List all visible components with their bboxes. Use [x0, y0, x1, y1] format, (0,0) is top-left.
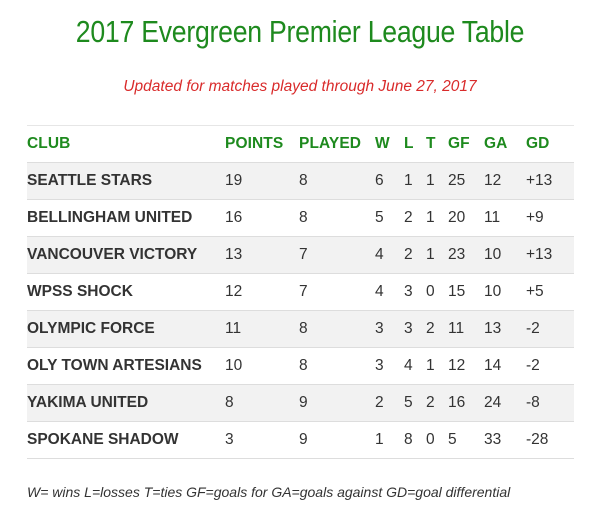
column-header-goals-for: GF	[448, 125, 484, 163]
ties-cell: 1	[426, 199, 448, 237]
goals-for-cell: 23	[448, 236, 484, 274]
points-cell: 13	[225, 236, 299, 274]
column-header-points: POINTS	[225, 125, 299, 163]
club-name: BELLINGHAM UNITED	[27, 199, 225, 237]
ties-cell: 0	[426, 273, 448, 311]
wins-cell: 6	[375, 162, 404, 200]
points-cell: 8	[225, 384, 299, 422]
losses-cell: 2	[404, 199, 426, 237]
club-name: OLY TOWN ARTESIANS	[27, 347, 225, 385]
wins-cell: 3	[375, 310, 404, 348]
wins-cell: 4	[375, 273, 404, 311]
wins-cell: 1	[375, 421, 404, 459]
ties-cell: 2	[426, 384, 448, 422]
club-name: WPSS SHOCK	[27, 273, 225, 311]
losses-cell: 8	[404, 421, 426, 459]
played-cell: 9	[299, 421, 375, 459]
losses-cell: 3	[404, 273, 426, 311]
points-cell: 10	[225, 347, 299, 385]
ties-cell: 2	[426, 310, 448, 348]
goals-for-cell: 5	[448, 421, 484, 459]
losses-cell: 1	[404, 162, 426, 200]
wins-cell: 3	[375, 347, 404, 385]
goal-difference-cell: +9	[526, 199, 574, 237]
points-cell: 19	[225, 162, 299, 200]
column-header-played: PLAYED	[299, 125, 375, 163]
played-cell: 9	[299, 384, 375, 422]
goal-difference-cell: -2	[526, 310, 574, 348]
played-cell: 8	[299, 162, 375, 200]
played-cell: 8	[299, 199, 375, 237]
column-header-club: CLUB	[27, 125, 225, 163]
table-header-row: CLUB POINTS PLAYED W L T GF GA GD	[27, 125, 574, 163]
goals-against-cell: 11	[484, 199, 526, 237]
wins-cell: 2	[375, 384, 404, 422]
column-header-wins: W	[375, 125, 404, 163]
club-name: OLYMPIC FORCE	[27, 310, 225, 348]
goals-against-cell: 33	[484, 421, 526, 459]
goal-difference-cell: +13	[526, 236, 574, 274]
column-header-goal-difference: GD	[526, 125, 574, 163]
goals-for-cell: 12	[448, 347, 484, 385]
goals-for-cell: 20	[448, 199, 484, 237]
goals-against-cell: 14	[484, 347, 526, 385]
points-cell: 11	[225, 310, 299, 348]
column-header-goals-against: GA	[484, 125, 526, 163]
page-subtitle: Updated for matches played through June …	[123, 78, 477, 95]
losses-cell: 5	[404, 384, 426, 422]
goal-difference-cell: -8	[526, 384, 574, 422]
goal-difference-cell: -28	[526, 421, 574, 459]
abbreviation-legend: W= wins L=losses T=ties GF=goals for GA=…	[27, 484, 511, 500]
table-row: OLY TOWN ARTESIANS 10 8 3 4 1 12 14 -2	[27, 347, 574, 385]
goals-against-cell: 10	[484, 273, 526, 311]
table-row: SEATTLE STARS 19 8 6 1 1 25 12 +13	[27, 162, 574, 200]
table-row: SPOKANE SHADOW 3 9 1 8 0 5 33 -28	[27, 421, 574, 459]
goal-difference-cell: +13	[526, 162, 574, 200]
league-table: CLUB POINTS PLAYED W L T GF GA GD SEATTL…	[27, 125, 574, 459]
played-cell: 8	[299, 347, 375, 385]
table-body: SEATTLE STARS 19 8 6 1 1 25 12 +13 BELLI…	[27, 162, 574, 459]
ties-cell: 1	[426, 236, 448, 274]
goals-for-cell: 15	[448, 273, 484, 311]
ties-cell: 1	[426, 162, 448, 200]
played-cell: 7	[299, 273, 375, 311]
goals-for-cell: 25	[448, 162, 484, 200]
goals-against-cell: 24	[484, 384, 526, 422]
goal-difference-cell: +5	[526, 273, 574, 311]
goals-for-cell: 11	[448, 310, 484, 348]
club-name: YAKIMA UNITED	[27, 384, 225, 422]
club-name: SPOKANE SHADOW	[27, 421, 225, 459]
points-cell: 12	[225, 273, 299, 311]
losses-cell: 4	[404, 347, 426, 385]
wins-cell: 4	[375, 236, 404, 274]
wins-cell: 5	[375, 199, 404, 237]
page-title: 2017 Evergreen Premier League Table	[75, 14, 525, 49]
table-row: YAKIMA UNITED 8 9 2 5 2 16 24 -8	[27, 384, 574, 422]
goals-for-cell: 16	[448, 384, 484, 422]
table-row: BELLINGHAM UNITED 16 8 5 2 1 20 11 +9	[27, 199, 574, 237]
column-header-ties: T	[426, 125, 448, 163]
column-header-losses: L	[404, 125, 426, 163]
ties-cell: 0	[426, 421, 448, 459]
table-row: OLYMPIC FORCE 11 8 3 3 2 11 13 -2	[27, 310, 574, 348]
table-row: VANCOUVER VICTORY 13 7 4 2 1 23 10 +13	[27, 236, 574, 274]
points-cell: 16	[225, 199, 299, 237]
played-cell: 7	[299, 236, 375, 274]
table-row: WPSS SHOCK 12 7 4 3 0 15 10 +5	[27, 273, 574, 311]
club-name: SEATTLE STARS	[27, 162, 225, 200]
losses-cell: 3	[404, 310, 426, 348]
losses-cell: 2	[404, 236, 426, 274]
goals-against-cell: 10	[484, 236, 526, 274]
goals-against-cell: 12	[484, 162, 526, 200]
goals-against-cell: 13	[484, 310, 526, 348]
goal-difference-cell: -2	[526, 347, 574, 385]
played-cell: 8	[299, 310, 375, 348]
club-name: VANCOUVER VICTORY	[27, 236, 225, 274]
points-cell: 3	[225, 421, 299, 459]
ties-cell: 1	[426, 347, 448, 385]
